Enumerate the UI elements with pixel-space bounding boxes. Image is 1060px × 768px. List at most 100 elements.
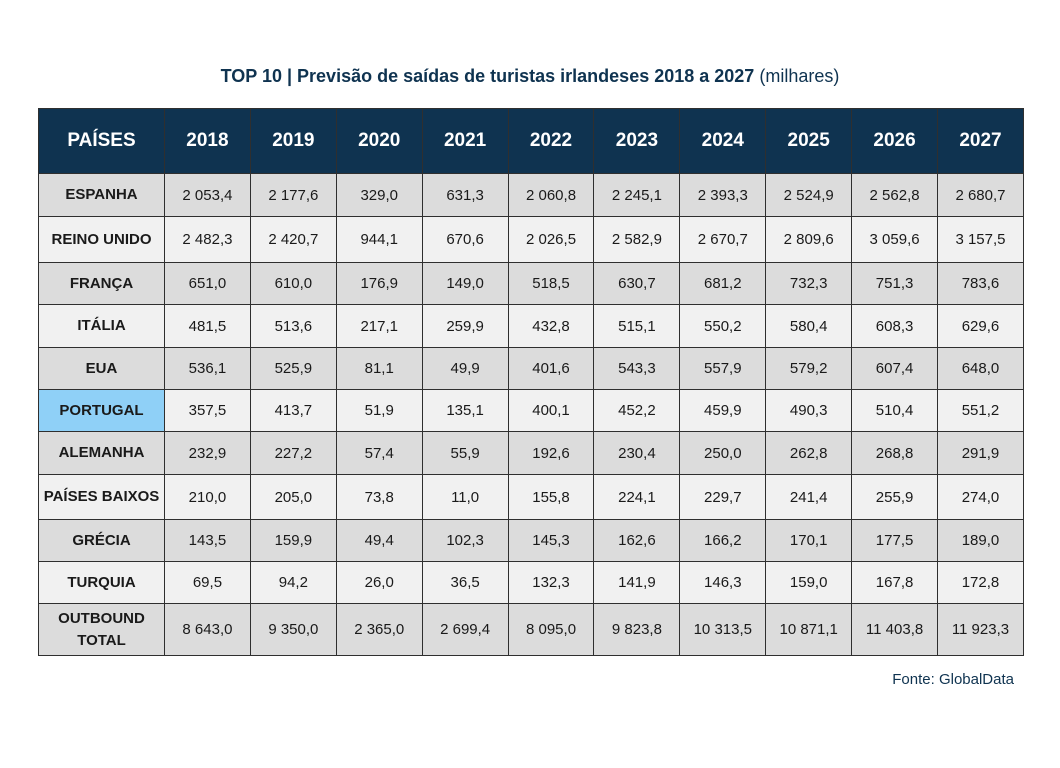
value-cell: 2 177,6 bbox=[249, 173, 337, 217]
value-cell: 648,0 bbox=[937, 347, 1024, 390]
table-header: PAÍSES 2018 2019 2020 2021 2022 2023 2024 2025 20… bbox=[38, 108, 1024, 174]
column-header-year: 2027 bbox=[937, 108, 1024, 174]
table-row: GRÉCIA 143,5 159,9 49,4 102,3 145,3 162,6 166,2… bbox=[38, 519, 1024, 562]
value-cell: 143,5 bbox=[164, 519, 251, 562]
value-cell: 513,6 bbox=[249, 304, 337, 348]
value-cell: 11 403,8 bbox=[851, 603, 939, 656]
value-cell: 557,9 bbox=[679, 347, 767, 390]
value-cell: 536,1 bbox=[164, 347, 251, 390]
value-cell: 732,3 bbox=[765, 262, 853, 305]
value-cell: 2 680,7 bbox=[937, 173, 1024, 217]
value-cell: 274,0 bbox=[937, 474, 1024, 520]
value-cell: 357,5 bbox=[164, 389, 251, 432]
country-cell: REINO UNIDO bbox=[38, 216, 165, 263]
country-cell: TURQUIA bbox=[38, 561, 165, 604]
value-cell: 681,2 bbox=[679, 262, 767, 305]
value-cell: 262,8 bbox=[765, 431, 853, 475]
value-cell: 2 060,8 bbox=[507, 173, 595, 217]
source-note: Fonte: GlobalData bbox=[892, 671, 1014, 688]
value-cell: 205,0 bbox=[249, 474, 337, 520]
value-cell: 670,6 bbox=[421, 216, 509, 263]
value-cell: 9 350,0 bbox=[249, 603, 337, 656]
column-header-year: 2023 bbox=[593, 108, 681, 174]
column-header-year: 2018 bbox=[164, 108, 251, 174]
value-cell: 518,5 bbox=[507, 262, 595, 305]
value-cell: 291,9 bbox=[937, 431, 1024, 475]
value-cell: 259,9 bbox=[421, 304, 509, 348]
value-cell: 176,9 bbox=[335, 262, 423, 305]
value-cell: 543,3 bbox=[593, 347, 681, 390]
value-cell: 49,4 bbox=[335, 519, 423, 562]
value-cell: 227,2 bbox=[249, 431, 337, 475]
value-cell: 580,4 bbox=[765, 304, 853, 348]
country-cell: ALEMANHA bbox=[38, 431, 165, 475]
table-row: PAÍSES BAIXOS 210,0 205,0 73,8 11,0 155,8 224,… bbox=[38, 474, 1024, 520]
country-cell: EUA bbox=[38, 347, 165, 390]
value-cell: 255,9 bbox=[851, 474, 939, 520]
value-cell: 630,7 bbox=[593, 262, 681, 305]
table-row: TURQUIA 69,5 94,2 26,0 36,5 132,3 141,9 146,3 15… bbox=[38, 561, 1024, 604]
value-cell: 49,9 bbox=[421, 347, 509, 390]
data-table: PAÍSES 2018 2019 2020 2021 2022 2023 2024 2025 20… bbox=[38, 108, 1024, 656]
value-cell: 73,8 bbox=[335, 474, 423, 520]
value-cell: 579,2 bbox=[765, 347, 853, 390]
country-cell: OUTBOUND TOTAL bbox=[38, 603, 165, 656]
value-cell: 2 582,9 bbox=[593, 216, 681, 263]
value-cell: 10 871,1 bbox=[765, 603, 853, 656]
value-cell: 210,0 bbox=[164, 474, 251, 520]
value-cell: 631,3 bbox=[421, 173, 509, 217]
header-row: PAÍSES 2018 2019 2020 2021 2022 2023 2024 2025 20… bbox=[38, 108, 1024, 174]
value-cell: 162,6 bbox=[593, 519, 681, 562]
chart-title: TOP 10 | Previsão de saídas de turistas … bbox=[0, 66, 1060, 87]
table-row: ESPANHA 2 053,4 2 177,6 329,0 631,3 2 060,8 2 … bbox=[38, 173, 1024, 217]
value-cell: 167,8 bbox=[851, 561, 939, 604]
value-cell: 36,5 bbox=[421, 561, 509, 604]
value-cell: 8 643,0 bbox=[164, 603, 251, 656]
value-cell: 149,0 bbox=[421, 262, 509, 305]
value-cell: 400,1 bbox=[507, 389, 595, 432]
country-cell: GRÉCIA bbox=[38, 519, 165, 562]
value-cell: 159,0 bbox=[765, 561, 853, 604]
value-cell: 610,0 bbox=[249, 262, 337, 305]
value-cell: 51,9 bbox=[335, 389, 423, 432]
value-cell: 132,3 bbox=[507, 561, 595, 604]
country-cell: PAÍSES BAIXOS bbox=[38, 474, 165, 520]
value-cell: 69,5 bbox=[164, 561, 251, 604]
value-cell: 651,0 bbox=[164, 262, 251, 305]
value-cell: 2 053,4 bbox=[164, 173, 251, 217]
table-row: ITÁLIA 481,5 513,6 217,1 259,9 432,8 515,1 550,… bbox=[38, 304, 1024, 348]
column-header-year: 2022 bbox=[507, 108, 595, 174]
value-cell: 230,4 bbox=[593, 431, 681, 475]
column-header-year: 2020 bbox=[335, 108, 423, 174]
value-cell: 2 420,7 bbox=[249, 216, 337, 263]
value-cell: 8 095,0 bbox=[507, 603, 595, 656]
table-row: OUTBOUND TOTAL 8 643,0 9 350,0 2 365,0 2 699… bbox=[38, 603, 1024, 656]
value-cell: 11,0 bbox=[421, 474, 509, 520]
value-cell: 57,4 bbox=[335, 431, 423, 475]
value-cell: 3 157,5 bbox=[937, 216, 1024, 263]
value-cell: 224,1 bbox=[593, 474, 681, 520]
value-cell: 2 482,3 bbox=[164, 216, 251, 263]
value-cell: 172,8 bbox=[937, 561, 1024, 604]
value-cell: 525,9 bbox=[249, 347, 337, 390]
value-cell: 189,0 bbox=[937, 519, 1024, 562]
table-row: FRANÇA 651,0 610,0 176,9 149,0 518,5 630,7 681,… bbox=[38, 262, 1024, 305]
value-cell: 515,1 bbox=[593, 304, 681, 348]
table-row: REINO UNIDO 2 482,3 2 420,7 944,1 670,6 2 026… bbox=[38, 216, 1024, 263]
chart-title-main: TOP 10 | Previsão de saídas de turistas … bbox=[220, 66, 755, 86]
column-header-year: 2019 bbox=[249, 108, 337, 174]
value-cell: 551,2 bbox=[937, 389, 1024, 432]
value-cell: 135,1 bbox=[421, 389, 509, 432]
value-cell: 166,2 bbox=[679, 519, 767, 562]
value-cell: 155,8 bbox=[507, 474, 595, 520]
value-cell: 2 393,3 bbox=[679, 173, 767, 217]
table-body: ESPANHA 2 053,4 2 177,6 329,0 631,3 2 060,8 2 … bbox=[38, 173, 1024, 656]
value-cell: 141,9 bbox=[593, 561, 681, 604]
value-cell: 2 809,6 bbox=[765, 216, 853, 263]
country-cell: FRANÇA bbox=[38, 262, 165, 305]
value-cell: 146,3 bbox=[679, 561, 767, 604]
value-cell: 81,1 bbox=[335, 347, 423, 390]
value-cell: 2 245,1 bbox=[593, 173, 681, 217]
value-cell: 170,1 bbox=[765, 519, 853, 562]
value-cell: 459,9 bbox=[679, 389, 767, 432]
